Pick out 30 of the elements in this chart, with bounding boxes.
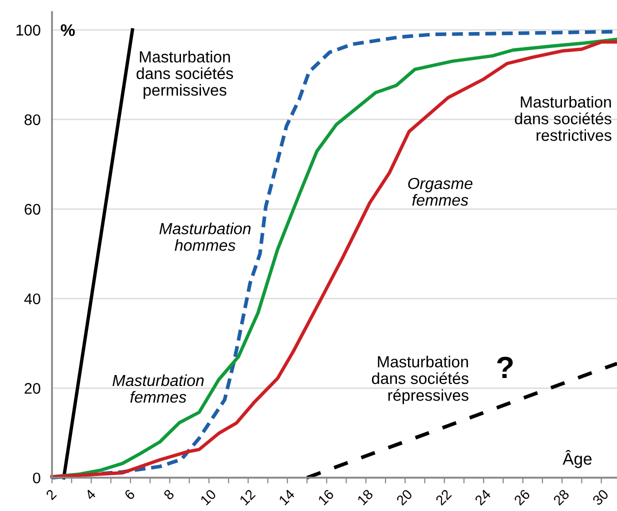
annotation: Masturbation femmes: [112, 374, 204, 403]
x-tick-label: 6: [124, 488, 136, 500]
x-tick-label: 18: [356, 488, 374, 506]
x-tick-label: 16: [318, 488, 334, 506]
y-tick-label: 20: [24, 383, 40, 394]
annotation: Masturbation dans sociétés restrictives: [514, 96, 612, 141]
x-tick-label: 4: [84, 488, 96, 500]
annotation: Orgasme femmes: [408, 178, 472, 206]
x-tick-label: 20: [396, 488, 413, 506]
x-axis-title: Âge: [562, 450, 592, 468]
x-tick-label: 8: [163, 488, 175, 500]
annotation: Masturbation dans sociétés répressives: [372, 356, 468, 404]
annotation: ?: [497, 356, 513, 378]
y-tick-label: 100: [16, 24, 40, 36]
x-tick-label: 24: [474, 488, 492, 506]
x-tick-label: 22: [435, 488, 452, 506]
y-axis-title: %: [60, 24, 75, 36]
x-tick-label: 28: [552, 488, 570, 506]
y-tick-label: 40: [24, 293, 40, 304]
x-tick-label: 30: [592, 488, 610, 506]
y-tick-label: 60: [24, 204, 40, 215]
x-tick-label: 26: [514, 488, 530, 506]
x-tick-label: 10: [200, 488, 217, 506]
annotation: Masturbation hommes: [159, 222, 251, 251]
y-tick-label: 0: [32, 472, 40, 484]
x-tick-label: 12: [239, 488, 256, 506]
annotation: Masturbation dans sociétés permissives: [136, 50, 234, 99]
y-tick-label: 80: [24, 114, 40, 126]
x-tick-label: 2: [45, 488, 57, 500]
x-tick-label: 14: [278, 488, 296, 506]
